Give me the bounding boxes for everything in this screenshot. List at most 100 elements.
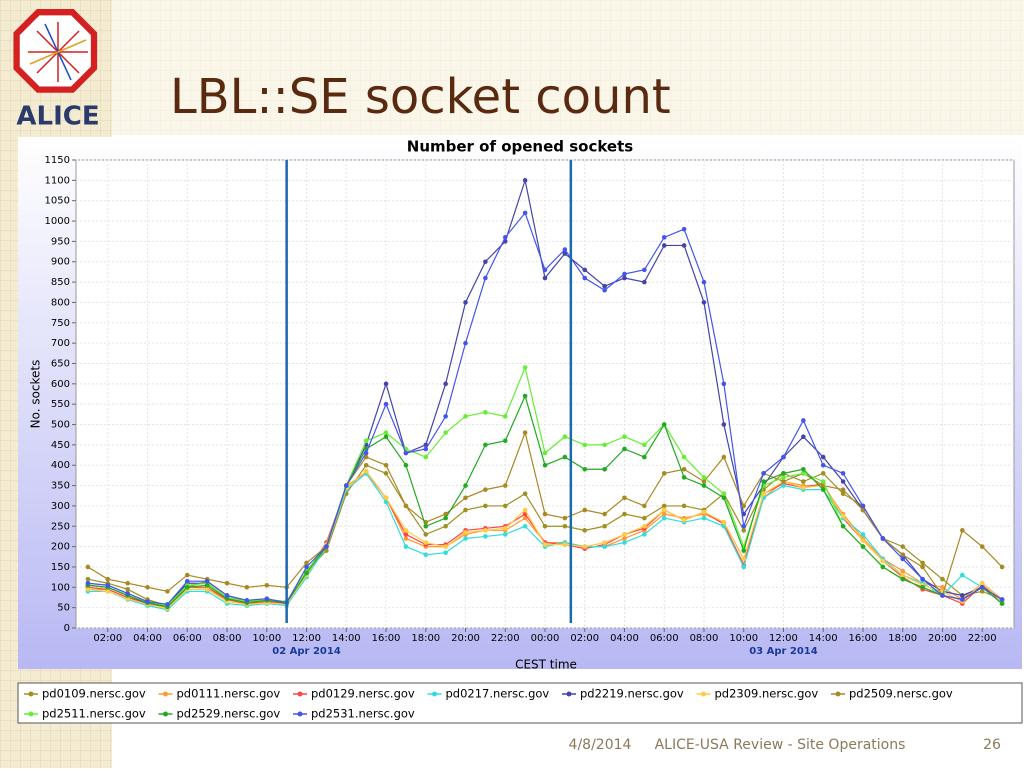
- data-point: [582, 267, 588, 273]
- page-number: 26: [983, 737, 1001, 753]
- data-point: [522, 178, 528, 183]
- legend-label: pd2309.nersc.gov: [715, 687, 819, 701]
- data-point: [403, 528, 409, 533]
- data-point: [602, 523, 607, 529]
- data-point: [324, 548, 329, 553]
- legend-label: pd2511.nersc.gov: [42, 707, 146, 721]
- data-point: [721, 422, 727, 427]
- data-point: [721, 519, 727, 525]
- data-point: [582, 466, 588, 472]
- legend-swatch: [835, 691, 841, 697]
- legend-swatch: [297, 711, 303, 717]
- data-point: [145, 599, 150, 604]
- x-axis-label: CEST time: [515, 658, 577, 672]
- y-tick-label: 0: [64, 623, 70, 634]
- date-label: 03 Apr 2014: [749, 646, 818, 657]
- legend-label: pd2219.nersc.gov: [580, 687, 684, 701]
- data-point: [701, 475, 707, 480]
- data-point: [463, 340, 468, 346]
- data-point: [741, 523, 747, 529]
- data-point: [383, 430, 389, 435]
- x-tick-label: 22:00: [491, 633, 520, 644]
- data-point: [602, 442, 607, 448]
- x-tick-label: 16:00: [849, 633, 878, 644]
- data-point: [840, 471, 846, 476]
- y-tick-label: 400: [51, 460, 70, 471]
- data-point: [85, 580, 91, 586]
- data-point: [721, 495, 727, 501]
- legend-swatch: [28, 711, 34, 717]
- data-point: [642, 279, 647, 285]
- data-point: [681, 517, 687, 523]
- data-point: [979, 544, 985, 549]
- data-point: [85, 564, 91, 570]
- data-point: [443, 381, 448, 387]
- y-tick-label: 1000: [45, 216, 70, 227]
- data-point: [642, 454, 647, 460]
- data-point: [125, 591, 130, 596]
- y-tick-label: 850: [51, 277, 70, 288]
- data-point: [801, 485, 806, 490]
- data-point: [761, 471, 766, 476]
- data-point: [483, 259, 488, 265]
- data-point: [363, 450, 369, 456]
- data-point: [443, 430, 448, 435]
- data-point: [403, 462, 409, 468]
- data-point: [224, 593, 230, 598]
- data-point: [741, 556, 747, 562]
- data-point: [701, 279, 707, 285]
- data-point: [761, 491, 766, 497]
- data-point: [423, 446, 429, 452]
- x-tick-label: 16:00: [372, 633, 401, 644]
- data-point: [502, 438, 508, 444]
- data-point: [900, 576, 906, 582]
- data-point: [105, 582, 111, 588]
- y-tick-label: 250: [51, 521, 70, 532]
- data-point: [860, 532, 866, 537]
- data-point: [184, 585, 190, 590]
- data-point: [622, 495, 627, 501]
- data-point: [642, 532, 647, 537]
- legend-label: pd2531.nersc.gov: [311, 707, 415, 721]
- data-point: [622, 536, 627, 541]
- data-point: [403, 532, 409, 537]
- data-point: [622, 271, 627, 277]
- data-point: [681, 503, 687, 509]
- data-point: [483, 503, 488, 509]
- data-point: [960, 528, 965, 533]
- data-point: [920, 564, 925, 570]
- data-point: [999, 564, 1005, 570]
- legend-swatch: [297, 691, 303, 697]
- x-tick-label: 02:00: [93, 633, 122, 644]
- data-point: [244, 598, 250, 603]
- data-point: [165, 602, 170, 607]
- data-point: [443, 515, 448, 521]
- data-point: [801, 471, 806, 476]
- data-point: [582, 275, 588, 281]
- data-point: [483, 534, 488, 539]
- data-point: [125, 596, 130, 601]
- data-point: [582, 528, 588, 533]
- legend-swatch: [163, 691, 168, 697]
- data-point: [324, 544, 329, 549]
- data-point: [562, 251, 568, 256]
- data-point: [801, 434, 806, 440]
- data-point: [622, 434, 627, 440]
- data-point: [343, 483, 349, 488]
- y-tick-label: 300: [51, 501, 70, 512]
- data-point: [840, 491, 846, 497]
- data-point: [562, 542, 568, 547]
- legend-swatch: [566, 691, 572, 697]
- data-point: [661, 243, 667, 248]
- data-point: [761, 479, 766, 484]
- x-tick-label: 04:00: [610, 633, 639, 644]
- header-strip: [0, 0, 1024, 135]
- data-point: [522, 515, 528, 521]
- data-point: [383, 434, 389, 440]
- data-point: [403, 503, 409, 509]
- data-point: [999, 597, 1005, 602]
- data-point: [502, 414, 508, 419]
- x-tick-label: 06:00: [650, 633, 679, 644]
- data-point: [125, 580, 130, 586]
- data-point: [304, 570, 309, 576]
